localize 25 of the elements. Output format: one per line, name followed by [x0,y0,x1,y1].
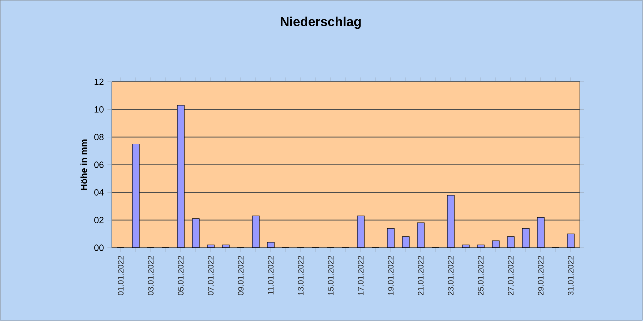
y-tick-label: 10 [94,106,104,113]
x-tick-label: 13.01.2022 [298,256,304,296]
x-tick-label: 27.01.2022 [508,256,514,296]
y-tick-label: 02 [94,217,104,224]
x-tick-label: 31.01.2022 [568,256,574,296]
x-tick-label: 29.01.2022 [538,256,544,296]
y-tick-label: 08 [94,134,104,141]
x-tick-label: 01.01.2022 [118,256,124,296]
y-tick-label: 00 [94,244,104,252]
x-tick-label: 15.01.2022 [328,256,334,296]
x-tick-label: 11.01.2022 [268,256,274,295]
x-tick-label: 03.01.2022 [148,256,154,296]
x-tick-label: 07.01.2022 [208,256,214,296]
x-tick-label: 21.01.2022 [418,256,424,296]
x-tick-label: 19.01.2022 [388,256,394,296]
y-axis-title: Höhe in mm [80,140,88,190]
x-tick-label: 05.01.2022 [178,256,184,296]
chart-title: Niederschlag [281,16,361,30]
y-tick-label: 12 [94,78,104,86]
x-tick-label: 25.01.2022 [478,256,484,296]
x-tick-label: 09.01.2022 [238,256,244,296]
y-tick-label: 06 [94,162,104,168]
x-tick-label: 17.01.2022 [358,256,364,296]
x-tick-label: 23.01.2022 [448,256,454,296]
y-tick-label: 04 [94,189,104,196]
